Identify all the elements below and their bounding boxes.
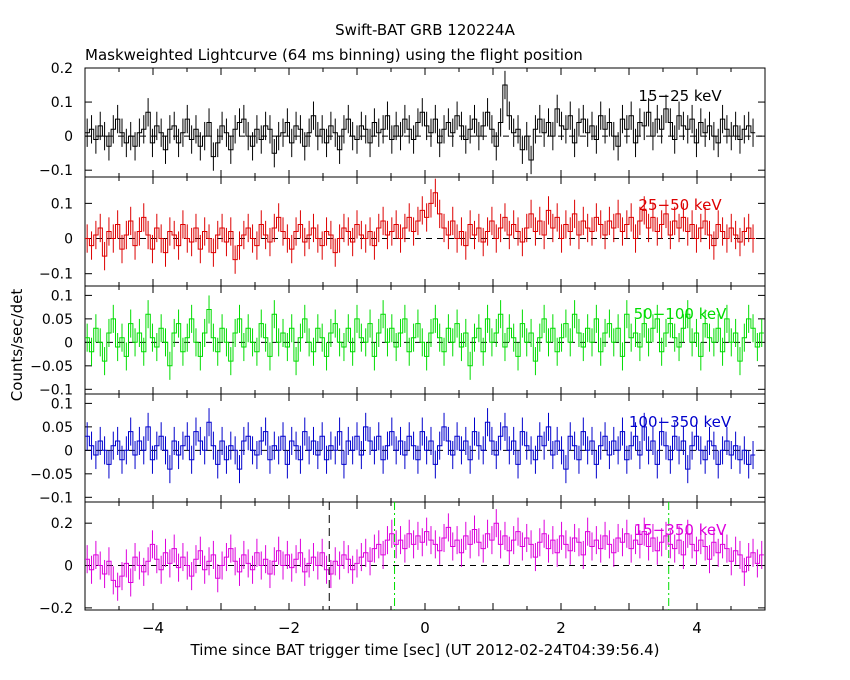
y-tick-label: 0 xyxy=(64,335,73,351)
y-tick-label: 0.1 xyxy=(51,396,73,412)
series-line xyxy=(85,192,756,261)
panels: −0.100.10.215−25 keV−0.100.1 25−50 keV−0.… xyxy=(30,61,766,637)
y-tick-label: 0 xyxy=(64,559,73,575)
y-tick-label: 0.1 xyxy=(51,196,73,212)
panel-5: −0.2 0 0.2 15−350 keV xyxy=(39,501,766,617)
y-tick-label: 0.05 xyxy=(42,420,73,436)
y-axis-label: Counts/sec/det xyxy=(8,289,26,402)
y-tick-label: 0.2 xyxy=(51,61,73,77)
y-tick-label: −0.2 xyxy=(39,601,73,617)
y-tick-label: 0 xyxy=(64,129,73,145)
panel-4: −0.1 −0.05 0 0.05 0.1 100−350 keV xyxy=(30,393,766,506)
y-tick-label: 0.05 xyxy=(42,312,73,328)
band-label: 50−100 keV xyxy=(634,305,727,323)
series-line xyxy=(85,421,756,470)
panel-1: −0.1 0 0.1 0.2 15−25 keV xyxy=(39,61,766,179)
x-tick-label: −4 xyxy=(142,619,164,637)
y-tick-label: −0.05 xyxy=(30,467,73,483)
band-label: 15−25 keV xyxy=(638,87,722,105)
x-tick-label: −2 xyxy=(278,619,300,637)
y-tick-label: −0.05 xyxy=(30,359,73,375)
y-tick-label: 0.2 xyxy=(51,516,73,532)
y-tick-label: 0 xyxy=(64,443,73,459)
x-tick-label: 4 xyxy=(692,619,702,637)
y-tick-label: −0.1 xyxy=(39,490,73,506)
x-tick-label: 2 xyxy=(556,619,566,637)
y-tick-label: 0.1 xyxy=(51,95,73,111)
band-label: 100−350 keV xyxy=(629,413,732,431)
panel-3: −0.1 −0.05 0 0.05 0.1 50−100 keV xyxy=(30,285,766,398)
y-tick-label: −0.1 xyxy=(39,267,73,283)
x-tick-label: 0 xyxy=(420,619,430,637)
x-axis-label: Time since BAT trigger time [sec] (UT 20… xyxy=(190,641,660,659)
band-label: 25−50 keV xyxy=(638,196,722,214)
chart-title: Swift-BAT GRB 120224A xyxy=(335,21,515,39)
panel-2: −0.1 0 0.1 25−50 keV xyxy=(39,176,766,287)
chart-subtitle: Maskweighted Lightcurve (64 ms binning) … xyxy=(85,46,583,64)
band-label: 15−350 keV xyxy=(634,521,727,539)
y-tick-label: 0.1 xyxy=(51,288,73,304)
series-line xyxy=(85,84,756,161)
y-tick-label: 0 xyxy=(64,232,73,248)
series-line xyxy=(85,522,764,588)
y-tick-label: −0.1 xyxy=(39,382,73,398)
series-line xyxy=(85,309,764,367)
y-tick-label: −0.1 xyxy=(39,163,73,179)
